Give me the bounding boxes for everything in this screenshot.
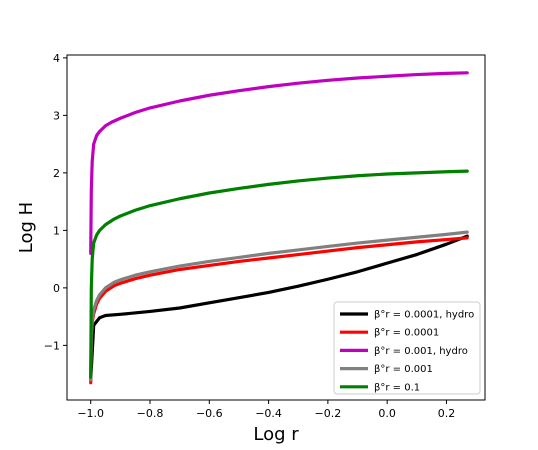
legend-label-4: β°r = 0.001	[374, 364, 433, 375]
series-layer	[89, 71, 469, 385]
y-tick-label: 4	[53, 52, 60, 65]
legend-label-5: β°r = 0.1	[374, 382, 420, 393]
x-axis: −1.0 −0.8 −0.6 −0.4 −0.2 0.0 0.2	[77, 400, 455, 420]
x-tick-label: −0.6	[196, 407, 223, 420]
x-tick-label: 0.2	[438, 407, 456, 420]
legend: β°r = 0.0001, hydro β°r = 0.0001 β°r = 0.0…	[333, 301, 481, 395]
x-tick-label: −0.2	[315, 407, 342, 420]
x-tick-label: −0.4	[255, 407, 282, 420]
y-axis-label: Log H	[16, 202, 37, 253]
plot-area	[89, 71, 469, 385]
y-tick-label: 0	[53, 282, 60, 295]
legend-box	[333, 301, 481, 395]
y-axis: −1 0 1 2 3 4	[44, 52, 67, 352]
x-tick-label: −0.8	[137, 407, 164, 420]
x-tick-label: −1.0	[77, 407, 104, 420]
y-tick-label: 3	[53, 109, 60, 122]
legend-label-2: β°r = 0.0001	[374, 328, 439, 339]
legend-label-3: β°r = 0.001, hydro	[374, 346, 468, 357]
series-line-1	[89, 234, 469, 382]
series-line-3	[89, 71, 469, 255]
series-line-4	[89, 230, 469, 382]
x-tick-label: 0.0	[378, 407, 396, 420]
legend-label-1: β°r = 0.0001, hydro	[374, 310, 474, 321]
y-tick-label: 2	[53, 167, 60, 180]
axes-frame	[66, 54, 486, 401]
y-tick-label: −1	[44, 339, 60, 352]
legend-entries: β°r = 0.0001, hydro β°r = 0.0001 β°r = 0.0…	[340, 310, 474, 393]
y-tick-label: 1	[53, 224, 60, 237]
x-axis-label: Log r	[253, 424, 299, 445]
series-line-5	[89, 169, 469, 379]
